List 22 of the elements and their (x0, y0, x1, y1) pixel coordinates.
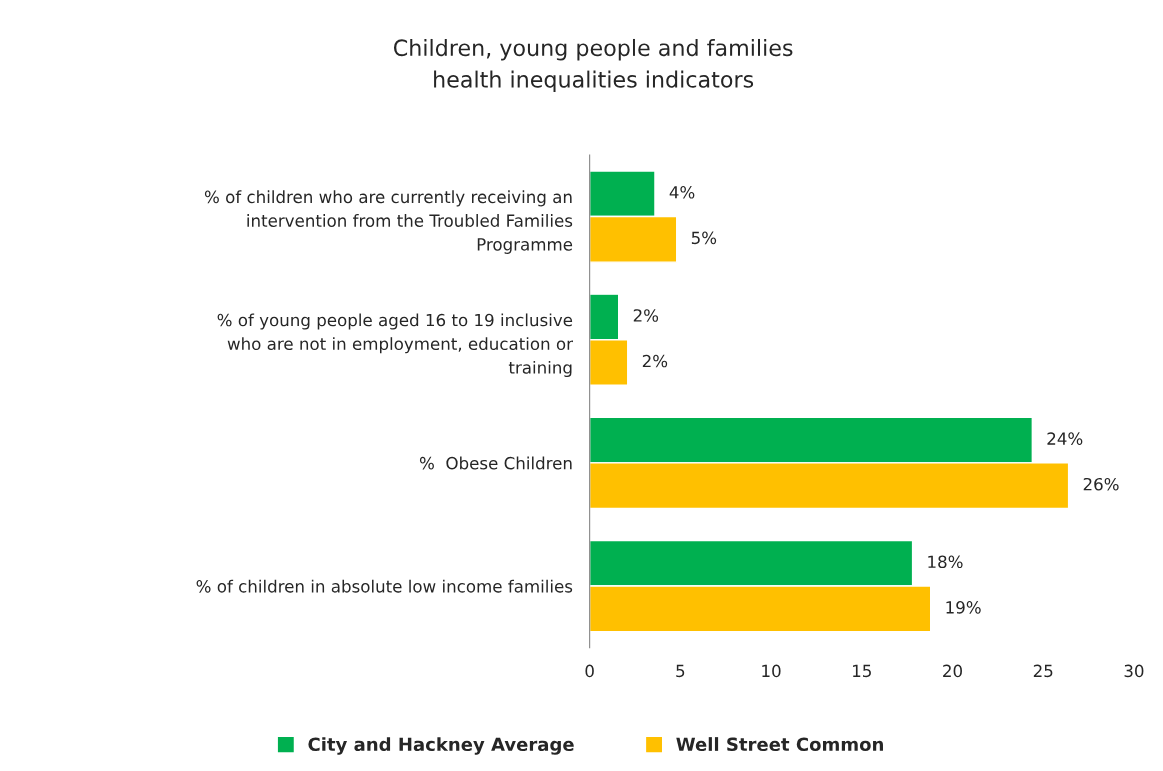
data-label: 4% (669, 186, 695, 199)
legend-label: City and Hackney Average (308, 737, 574, 755)
y-tick-label: % of young people aged 16 to 19 inclusive who are not in employment, education or training (217, 313, 573, 378)
x-tick-label: 10 (762, 664, 781, 678)
data-label: 24% (1047, 432, 1083, 445)
y-tick-label: % of children who are currently receiving an intervention from the Troubled Families Programme (204, 190, 573, 254)
legend-label: Well Street Common (676, 737, 883, 752)
data-label: 18% (928, 555, 963, 569)
data-label: 2% (642, 354, 668, 368)
y-tick-label: % Obese Children (419, 456, 572, 470)
x-tick-label: 5 (676, 664, 685, 678)
chart-title: Children, young people and families health inequalities indicators (393, 38, 793, 93)
x-tick-label: 0 (585, 664, 594, 678)
x-tick-label: 15 (853, 664, 871, 678)
data-label: 26% (1083, 477, 1119, 491)
x-tick-label: 25 (1033, 664, 1053, 678)
y-tick-label: % of children in absolute low income families (196, 579, 573, 593)
data-label: 2% (633, 309, 659, 322)
data-label: 5% (691, 231, 717, 245)
data-label: 19% (946, 601, 981, 614)
x-tick-label: 20 (943, 664, 962, 678)
x-tick-label: 30 (1124, 664, 1144, 678)
